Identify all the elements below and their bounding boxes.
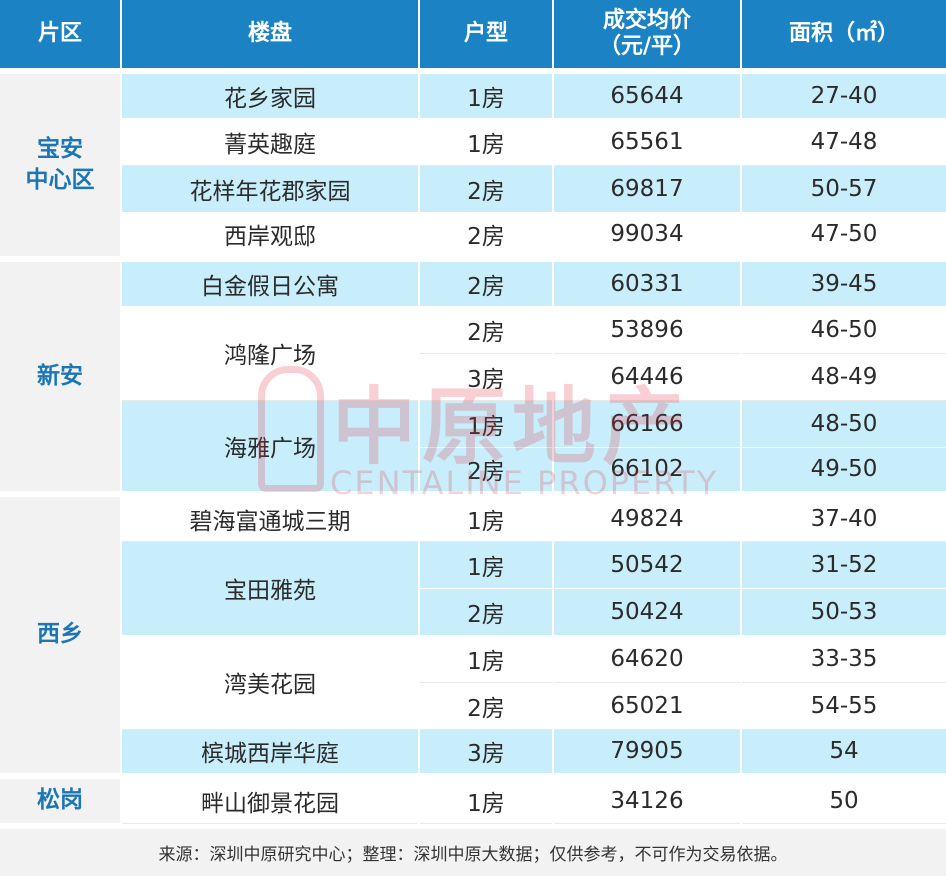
project-cell: 鸿隆广场: [121, 306, 420, 401]
district-name: 新安: [37, 362, 83, 389]
price-cell: 64620: [553, 635, 742, 683]
area-range-cell: 49-50: [741, 447, 946, 495]
project-cell: 槟城西岸华庭: [121, 729, 420, 777]
project-cell: 白金假日公寓: [121, 256, 420, 307]
table-row: 松岗 畔山御景花园 1房 34126 50: [0, 773, 946, 824]
district-name-line2: 中心区: [25, 167, 95, 193]
unit-type-cell: 1房: [419, 773, 554, 824]
unit-type-cell: 1房: [419, 118, 554, 166]
price-cell: 49824: [553, 491, 742, 542]
unit-type-cell: 3房: [419, 729, 554, 777]
table-row: 西岸观邸 2房 99034 47-50: [0, 212, 946, 260]
table-row: 3房 64446 48-49: [0, 353, 946, 401]
price-cell: 50542: [553, 541, 742, 589]
project-cell: 畔山御景花园: [121, 773, 420, 824]
unit-type-cell: 2房: [419, 256, 554, 307]
area-range-cell: 47-50: [741, 212, 946, 260]
price-cell: 53896: [553, 306, 742, 354]
district-name: 西乡: [37, 621, 83, 648]
header-unit-type: 户型: [419, 0, 554, 71]
table-row: 菁英趣庭 1房 65561 47-48: [0, 118, 946, 166]
area-range-cell: 48-50: [741, 400, 946, 448]
price-cell: 65021: [553, 682, 742, 730]
source-footer: 来源：深圳中原研究中心；整理：深圳中原大数据；仅供参考，不可作为交易依据。: [0, 829, 946, 876]
project-cell: 花样年花郡家园: [121, 165, 420, 213]
table-row: 鸿隆广场 2房 53896 46-50: [0, 306, 946, 401]
unit-type-cell: 2房: [419, 165, 554, 213]
district-cell: 西乡: [0, 491, 122, 777]
header-row: 片区 楼盘 户型 成交均价 （元/平） 面积（㎡）: [0, 0, 946, 71]
table-row: 宝田雅苑 1房 50542 31-52: [0, 541, 946, 636]
unit-type-cell: 3房: [419, 353, 554, 401]
header-price-line2: （元/平）: [598, 34, 696, 59]
table-row: 湾美花园 1房 64620 33-35: [0, 635, 946, 730]
project-cell: 花乡家园: [121, 68, 420, 119]
price-cell: 69817: [553, 165, 742, 213]
project-cell: 海雅广场: [121, 400, 420, 495]
area-range-cell: 50: [741, 773, 946, 824]
unit-type-cell: 2房: [419, 588, 554, 636]
table-row: 海雅广场 1房 66166 48-50: [0, 400, 946, 495]
price-table: 片区 楼盘 户型 成交均价 （元/平） 面积（㎡） 宝安中心区 花乡家园 1房 6…: [0, 0, 946, 824]
header-price-line1: 成交均价: [602, 7, 691, 33]
price-cell: 65644: [553, 68, 742, 119]
unit-type-cell: 1房: [419, 400, 554, 448]
table-row: 2房 65021 54-55: [0, 682, 946, 730]
price-cell: 50424: [553, 588, 742, 636]
area-range-cell: 54-55: [741, 682, 946, 730]
area-range-cell: 50-57: [741, 165, 946, 213]
price-cell: 66166: [553, 400, 742, 448]
price-cell: 79905: [553, 729, 742, 777]
table-row: 宝安中心区 花乡家园 1房 65644 27-40: [0, 68, 946, 260]
table-row: 槟城西岸华庭 3房 79905 54: [0, 729, 946, 777]
project-cell: 菁英趣庭: [121, 118, 420, 166]
project-cell: 碧海富通城三期: [121, 491, 420, 542]
unit-type-cell: 2房: [419, 447, 554, 495]
unit-type-cell: 2房: [419, 682, 554, 730]
price-cell: 34126: [553, 773, 742, 824]
table-row: 花样年花郡家园 2房 69817 50-57: [0, 165, 946, 213]
table-row: 2房 50424 50-53: [0, 588, 946, 636]
unit-type-cell: 2房: [419, 306, 554, 354]
area-range-cell: 27-40: [741, 68, 946, 119]
unit-type-cell: 1房: [419, 491, 554, 542]
unit-type-cell: 1房: [419, 541, 554, 589]
district-name: 宝安: [37, 135, 83, 162]
header-district: 片区: [0, 0, 122, 71]
price-cell: 66102: [553, 447, 742, 495]
price-cell: 64446: [553, 353, 742, 401]
unit-type-cell: 1房: [419, 635, 554, 683]
table-row: 2房 66102 49-50: [0, 447, 946, 495]
price-table-container: 片区 楼盘 户型 成交均价 （元/平） 面积（㎡） 宝安中心区 花乡家园 1房 6…: [0, 0, 946, 824]
header-project: 楼盘: [121, 0, 420, 71]
area-range-cell: 54: [741, 729, 946, 777]
unit-type-cell: 2房: [419, 212, 554, 260]
table-row: 西乡 碧海富通城三期 1房 49824 37-40: [0, 491, 946, 777]
area-range-cell: 46-50: [741, 306, 946, 354]
price-cell: 65561: [553, 118, 742, 166]
area-range-cell: 47-48: [741, 118, 946, 166]
price-cell: 60331: [553, 256, 742, 307]
area-range-cell: 31-52: [741, 541, 946, 589]
table-row: 新安 白金假日公寓 2房 60331 39-45: [0, 256, 946, 495]
area-range-cell: 33-35: [741, 635, 946, 683]
area-range-cell: 48-49: [741, 353, 946, 401]
district-cell: 松岗: [0, 773, 122, 824]
area-range-cell: 39-45: [741, 256, 946, 307]
project-cell: 宝田雅苑: [121, 541, 420, 636]
project-cell: 湾美花园: [121, 635, 420, 730]
header-price: 成交均价 （元/平）: [553, 0, 742, 71]
price-cell: 99034: [553, 212, 742, 260]
header-area: 面积（㎡）: [741, 0, 946, 71]
area-range-cell: 50-53: [741, 588, 946, 636]
area-range-cell: 37-40: [741, 491, 946, 542]
unit-type-cell: 1房: [419, 68, 554, 119]
district-cell: 宝安 中心区: [0, 68, 122, 260]
district-cell: 新安: [0, 256, 122, 495]
project-cell: 西岸观邸: [121, 212, 420, 260]
district-name: 松岗: [37, 787, 83, 814]
